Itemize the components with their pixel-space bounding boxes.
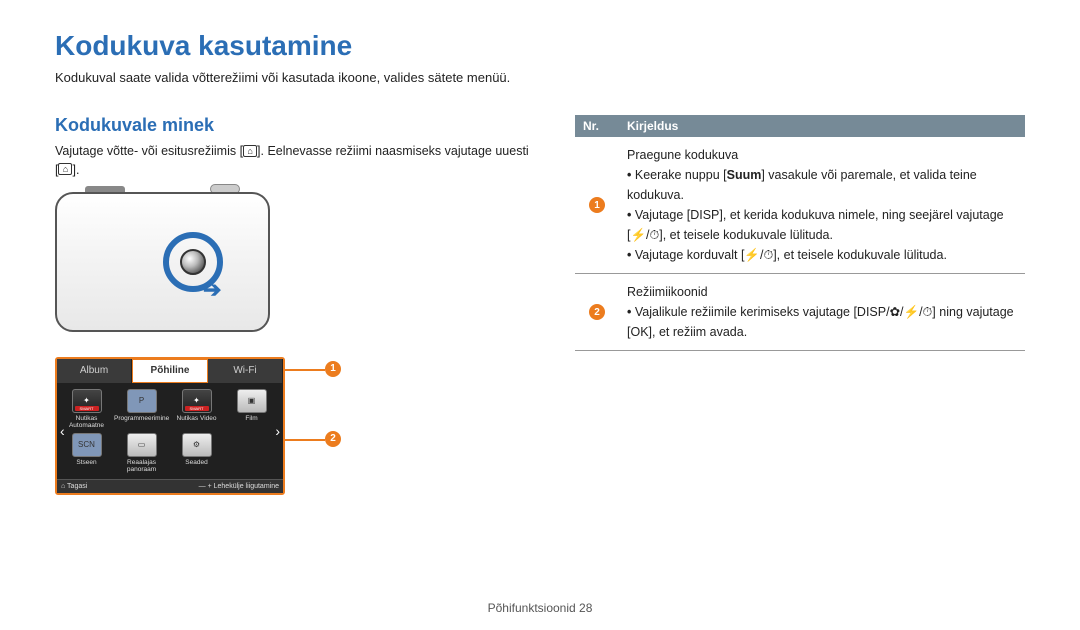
mode-scene-icon: SCN bbox=[72, 433, 102, 457]
zoom-bold: Suum bbox=[727, 165, 762, 185]
page-intro: Kodukuval saate valida võtterežiimi või … bbox=[55, 70, 1025, 85]
mode-label: Nutikas Automaatne bbox=[59, 415, 114, 429]
section-header: Kodukuvale minek bbox=[55, 115, 535, 136]
callout-badge-1: 1 bbox=[325, 361, 341, 377]
content-columns: Kodukuvale minek Vajutage võtte- või esi… bbox=[55, 115, 1025, 495]
mode-film-icon: ▣ bbox=[237, 389, 267, 413]
mode-panorama-icon: ▭ bbox=[127, 433, 157, 457]
body-text-a: Vajutage võtte- või esitusrežiimis [ bbox=[55, 144, 243, 158]
body-text-c: ]. bbox=[72, 163, 79, 177]
tab-album[interactable]: Album bbox=[57, 359, 132, 383]
tab-wifi[interactable]: Wi-Fi bbox=[208, 359, 283, 383]
row1-li1: Keerake nuppu [Suum] vasakule või parema… bbox=[627, 165, 1017, 205]
callout-line bbox=[285, 439, 325, 441]
mode-item[interactable]: ✦ Nutikas Video bbox=[169, 389, 224, 429]
row-badge-2: 2 bbox=[589, 304, 605, 320]
row2-head: Režiimiikoonid bbox=[627, 282, 1017, 302]
row1-body: Praegune kodukuva Keerake nuppu [Suum] v… bbox=[619, 137, 1025, 274]
mode-label: Stseen bbox=[59, 459, 114, 473]
tab-basic[interactable]: Põhiline bbox=[132, 359, 208, 383]
row2-li1: Vajalikule režiimile kerimiseks vajutage… bbox=[627, 302, 1017, 342]
home-icon: ⌂ bbox=[58, 163, 72, 175]
mode-settings-icon: ⚙ bbox=[182, 433, 212, 457]
callout-badge-2: 2 bbox=[325, 431, 341, 447]
table-row: 1 Praegune kodukuva Keerake nuppu [Suum]… bbox=[575, 137, 1025, 274]
mode-smart-auto-icon: ✦ bbox=[72, 389, 102, 413]
table-header-row: Nr. Kirjeldus bbox=[575, 115, 1025, 137]
mode-label: Nutikas Video bbox=[169, 415, 224, 429]
mode-label: Programmeerimine bbox=[114, 415, 169, 429]
right-column: Nr. Kirjeldus 1 Praegune kodukuva Keerak… bbox=[575, 115, 1025, 495]
mode-label: Seaded bbox=[169, 459, 224, 473]
camera-illustration: ➔ bbox=[55, 192, 270, 332]
mode-icon-grid: ‹ › ✦ Nutikas Automaatne P Programmeerim… bbox=[57, 383, 283, 480]
section-body: Vajutage võtte- või esitusrežiimis [⌂]. … bbox=[55, 142, 535, 180]
lens-arrow-icon: ➔ bbox=[203, 277, 221, 303]
mode-item[interactable]: ⚙ Seaded bbox=[169, 433, 224, 473]
screen-frame: Album Põhiline Wi-Fi ‹ › ✦ Nutikas Autom… bbox=[55, 357, 285, 496]
tabs-row: Album Põhiline Wi-Fi bbox=[57, 359, 283, 383]
mode-label: Reaalajas panoraam bbox=[114, 459, 169, 473]
mode-program-icon: P bbox=[127, 389, 157, 413]
footer-paginate[interactable]: — + Lehekülje liigutamine bbox=[199, 483, 279, 490]
col-description: Kirjeldus bbox=[619, 115, 1025, 137]
callout-line bbox=[285, 369, 325, 371]
mode-label: Film bbox=[224, 415, 279, 429]
footer-back[interactable]: ⌂ Tagasi bbox=[61, 483, 87, 490]
table-row: 2 Režiimiikoonid Vajalikule režiimile ke… bbox=[575, 274, 1025, 351]
home-icon: ⌂ bbox=[243, 145, 257, 157]
page-title: Kodukuva kasutamine bbox=[55, 30, 1025, 62]
mode-item[interactable]: ▣ Film bbox=[224, 389, 279, 429]
row1-li3: Vajutage korduvalt [⚡/⏱], et teisele kod… bbox=[627, 245, 1017, 265]
mode-item[interactable]: SCN Stseen bbox=[59, 433, 114, 473]
left-column: Kodukuvale minek Vajutage võtte- või esi… bbox=[55, 115, 535, 495]
row2-body: Režiimiikoonid Vajalikule režiimile keri… bbox=[619, 274, 1025, 351]
reference-table: Nr. Kirjeldus 1 Praegune kodukuva Keerak… bbox=[575, 115, 1025, 351]
t: Keerake nuppu [ bbox=[635, 168, 727, 182]
lens-icon bbox=[180, 249, 206, 275]
screen-footer-bar: ⌂ Tagasi — + Lehekülje liigutamine bbox=[57, 479, 283, 493]
mode-item[interactable]: P Programmeerimine bbox=[114, 389, 169, 429]
mode-item[interactable]: ▭ Reaalajas panoraam bbox=[114, 433, 169, 473]
row-badge-1: 1 bbox=[589, 197, 605, 213]
page-footer: Põhifunktsioonid 28 bbox=[0, 601, 1080, 615]
screen-mock: 1 2 Album Põhiline Wi-Fi ‹ › ✦ Nutikas A… bbox=[55, 357, 285, 496]
row1-head: Praegune kodukuva bbox=[627, 145, 1017, 165]
chevron-left-icon[interactable]: ‹ bbox=[60, 423, 65, 439]
mode-item[interactable]: ✦ Nutikas Automaatne bbox=[59, 389, 114, 429]
chevron-right-icon[interactable]: › bbox=[275, 423, 280, 439]
col-number: Nr. bbox=[575, 115, 619, 137]
row1-li2: Vajutage [DISP], et kerida kodukuva nime… bbox=[627, 205, 1017, 245]
mode-smart-video-icon: ✦ bbox=[182, 389, 212, 413]
